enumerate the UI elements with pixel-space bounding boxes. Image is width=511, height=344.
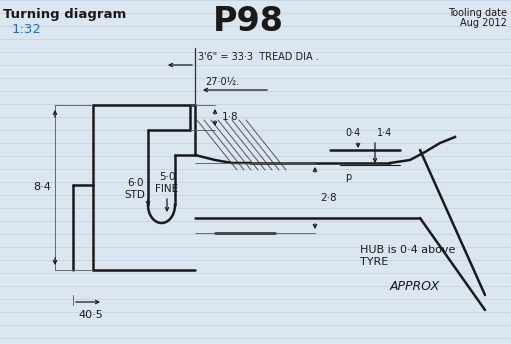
Text: 1·4: 1·4 [377,128,392,138]
Text: 27·0½.: 27·0½. [205,77,239,87]
Text: 40·5: 40·5 [78,310,103,320]
Text: Tooling date: Tooling date [448,8,507,18]
Text: 0·4: 0·4 [345,128,361,138]
Text: 3'6" = 33·3  TREAD DIA .: 3'6" = 33·3 TREAD DIA . [198,52,319,62]
Text: P98: P98 [213,5,284,38]
Text: 1·8: 1·8 [222,112,239,122]
Text: 2·8: 2·8 [320,193,337,203]
Text: p: p [345,172,351,182]
Text: 1:32: 1:32 [12,23,42,36]
Text: 8·4: 8·4 [33,183,51,193]
Text: Turning diagram: Turning diagram [3,8,126,21]
Text: HUB is 0·4 above
TYRE: HUB is 0·4 above TYRE [360,245,455,267]
Text: APPROX: APPROX [390,280,440,293]
Text: 6·0
STD: 6·0 STD [125,178,146,200]
Text: Aug 2012: Aug 2012 [460,18,507,28]
Text: 5·0
FINE: 5·0 FINE [155,172,178,194]
